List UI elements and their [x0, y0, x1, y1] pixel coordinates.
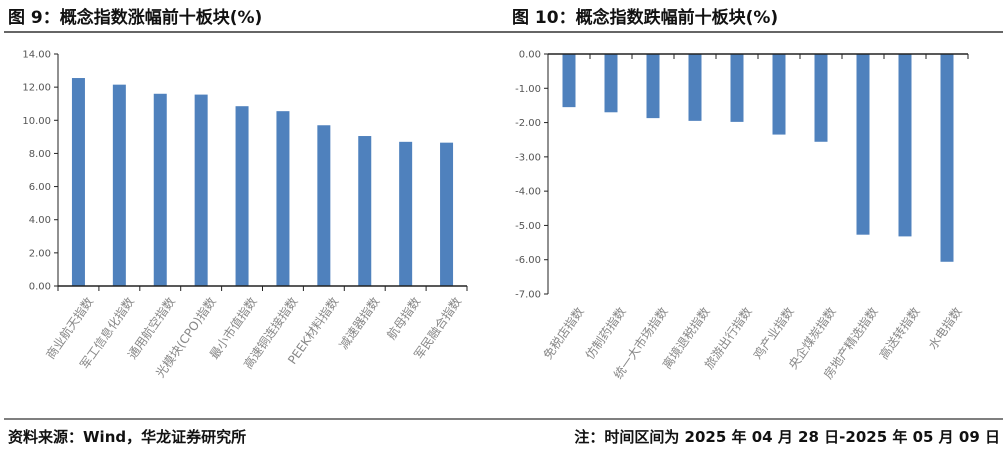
y-tick-label: 0.00 — [519, 50, 541, 61]
date-range-note: 注：时间区间为 2025 年 04 月 28 日-2025 年 05 月 09 … — [574, 428, 1000, 446]
y-tick-label: 6.00 — [29, 182, 51, 193]
bar — [317, 125, 331, 286]
category-label: 免税店指数 — [540, 304, 587, 362]
bar — [604, 54, 618, 113]
category-label: 减速器指数 — [336, 294, 383, 352]
y-tick-label: 10.00 — [22, 116, 51, 127]
right-bar-chart: 0.00 -1.00 -2.00 -3.00 -4.00 -5.00 -6.00 -7.00 免… — [515, 50, 969, 382]
bar — [856, 54, 870, 235]
left-bar-chart: 0.002.004.006.008.0010.0012.0014.00商业航天指… — [22, 50, 468, 380]
bar — [235, 106, 249, 286]
y-tick-label: -4.00 — [515, 187, 541, 198]
y-tick-label: 2.00 — [29, 248, 51, 259]
bar — [358, 136, 372, 286]
bar — [112, 84, 126, 287]
bar — [940, 54, 954, 262]
y-tick-label: -5.00 — [515, 221, 541, 232]
source-note: 资料来源：Wind，华龙证券研究所 — [8, 428, 246, 446]
bar — [194, 94, 208, 286]
bar — [276, 111, 290, 287]
y-tick-label: -7.00 — [515, 290, 541, 301]
y-tick-label: -3.00 — [515, 152, 541, 163]
y-tick-label: -6.00 — [515, 255, 541, 266]
bar — [399, 141, 413, 286]
y-tick-label: 8.00 — [29, 149, 51, 160]
left-chart-title: 图 9：概念指数涨幅前十板块(%) — [8, 7, 262, 28]
bar — [688, 54, 702, 121]
y-tick-label: -1.00 — [515, 84, 541, 95]
y-tick-label: -2.00 — [515, 118, 541, 129]
bar — [562, 54, 576, 108]
y-tick-label: 12.00 — [22, 83, 51, 94]
y-tick-label: 14.00 — [22, 50, 51, 61]
category-label: 航母指数 — [383, 294, 423, 342]
bar — [730, 54, 744, 122]
right-chart-title: 图 10：概念指数跌幅前十板块(%) — [512, 7, 778, 28]
bar — [898, 54, 912, 237]
bar — [646, 54, 660, 119]
bar — [440, 142, 454, 286]
category-label: 鸡产业指数 — [750, 304, 797, 362]
category-label: 仿制药指数 — [582, 304, 629, 362]
bar — [153, 93, 167, 287]
category-label: 水电指数 — [925, 304, 965, 352]
bar — [772, 54, 786, 135]
y-tick-label: 0.00 — [29, 282, 51, 293]
y-tick-label: 4.00 — [29, 215, 51, 226]
bar — [71, 78, 85, 287]
category-label: 高送转指数 — [876, 304, 923, 362]
bar — [814, 54, 828, 142]
